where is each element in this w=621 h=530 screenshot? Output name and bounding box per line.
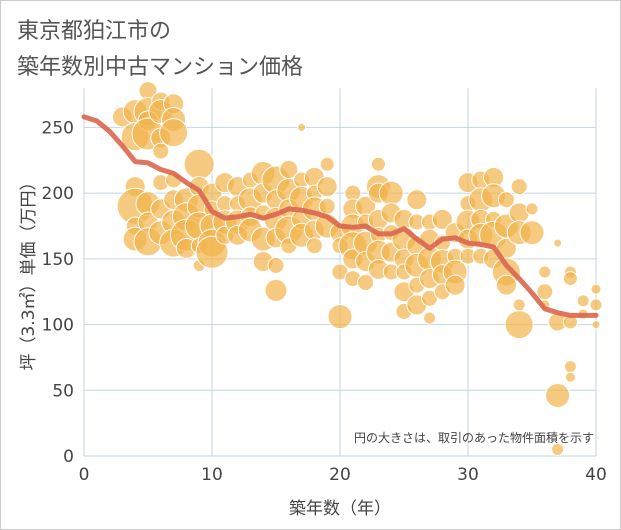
data-bubble <box>444 274 466 296</box>
x-tick-label: 30 <box>457 465 479 485</box>
y-tick-label: 150 <box>42 250 74 270</box>
data-bubble <box>327 304 353 330</box>
data-bubble <box>553 238 563 248</box>
data-bubble <box>378 180 404 206</box>
data-bubble <box>318 197 336 215</box>
data-bubble <box>519 220 545 246</box>
chart-title: 東京都狛江市の 築年数別中古マンション価格 <box>17 14 303 86</box>
data-bubble <box>316 176 338 198</box>
y-tick-label: 250 <box>42 118 74 138</box>
data-bubble <box>423 311 437 325</box>
axis-layer: 0 10 20 30 40 0 50 100 150 200 250 築年数（年） 坪（3.3㎡）単価（… <box>19 118 607 519</box>
x-tick-label: 0 <box>79 465 90 485</box>
data-bubble <box>536 283 554 301</box>
data-bubble <box>538 265 552 279</box>
data-bubble <box>510 178 528 196</box>
x-tick-label: 40 <box>585 465 607 485</box>
data-bubble <box>264 278 288 302</box>
data-bubble <box>551 442 565 456</box>
average-price-line <box>81 114 599 318</box>
data-bubble <box>370 156 386 172</box>
y-tick-label: 0 <box>63 447 74 467</box>
data-bubble <box>357 274 375 292</box>
data-bubble <box>497 191 515 209</box>
y-tick-label: 200 <box>42 184 74 204</box>
x-tick-label: 10 <box>201 465 223 485</box>
x-tick-label: 20 <box>329 465 351 485</box>
data-bubble <box>495 274 517 296</box>
data-bubble <box>525 202 539 216</box>
data-bubble <box>545 383 571 409</box>
data-bubble <box>576 294 590 308</box>
data-bubble <box>267 256 285 274</box>
data-bubble <box>297 122 307 132</box>
data-bubble <box>319 156 335 172</box>
data-bubble <box>159 118 189 148</box>
data-bubble <box>589 298 603 312</box>
chart-title-line-2: 築年数別中古マンション価格 <box>17 55 304 80</box>
data-bubble <box>305 237 323 255</box>
x-axis-label: 築年数（年） <box>289 499 391 519</box>
data-bubble <box>431 208 453 230</box>
data-bubble <box>563 360 577 374</box>
data-bubble <box>562 271 578 287</box>
data-bubble <box>195 235 229 269</box>
size-note: 円の大きさは、取引のあった物件面積を示す <box>354 430 594 445</box>
data-bubble <box>183 148 215 180</box>
data-bubble <box>564 371 576 383</box>
y-axis-label: 坪（3.3㎡）単価（万円） <box>19 173 39 370</box>
data-bubble <box>512 298 526 312</box>
data-bubble <box>590 283 602 295</box>
data-bubble <box>591 320 601 330</box>
data-bubble <box>508 202 530 224</box>
y-tick-label: 100 <box>42 316 74 336</box>
y-tick-label: 50 <box>52 381 74 401</box>
data-bubble <box>406 189 428 211</box>
line-layer <box>81 114 599 318</box>
chart-title-line-1: 東京都狛江市の <box>17 19 172 44</box>
data-bubble <box>504 310 534 340</box>
data-bubble <box>152 142 170 160</box>
bubble-layer <box>111 81 603 456</box>
